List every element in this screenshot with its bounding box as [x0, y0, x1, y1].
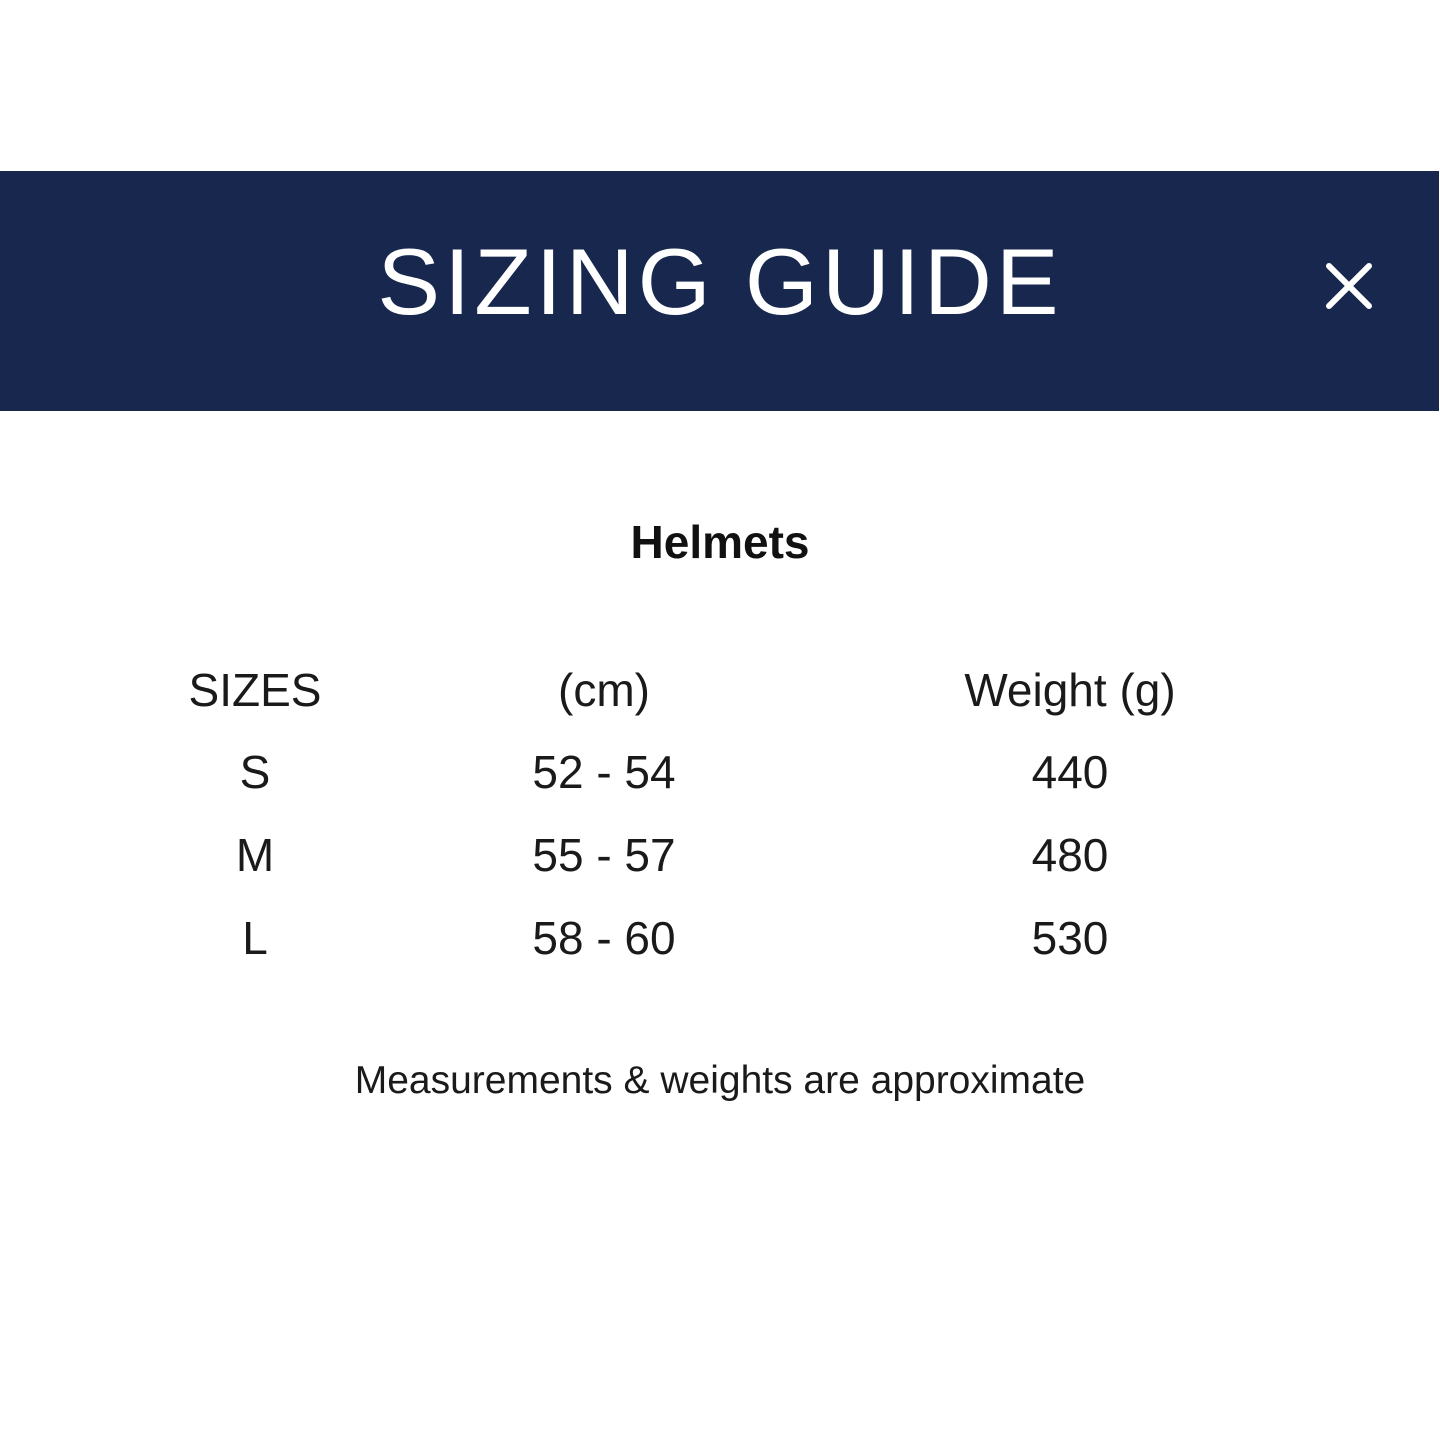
table-cell: L: [242, 912, 268, 964]
table-cell: 530: [1031, 912, 1109, 964]
table-cell: 480: [1031, 829, 1109, 881]
table-cell: 440: [1031, 746, 1109, 798]
page-title: SIZING GUIDE: [377, 229, 1063, 334]
table-cell: 52 - 54: [532, 746, 676, 798]
close-button[interactable]: [1322, 259, 1376, 313]
header-banner: [0, 171, 1439, 411]
table-cell: S: [239, 746, 271, 798]
column-header: Weight (g): [964, 664, 1176, 716]
table-cell: 55 - 57: [532, 829, 676, 881]
table-cell: 58 - 60: [532, 912, 676, 964]
column-header: SIZES: [188, 664, 322, 716]
footnote: Measurements & weights are approximate: [354, 1059, 1086, 1102]
close-icon: [1326, 263, 1372, 309]
column-header: (cm): [558, 664, 650, 716]
section-title: Helmets: [630, 516, 810, 568]
table-cell: M: [235, 829, 275, 881]
